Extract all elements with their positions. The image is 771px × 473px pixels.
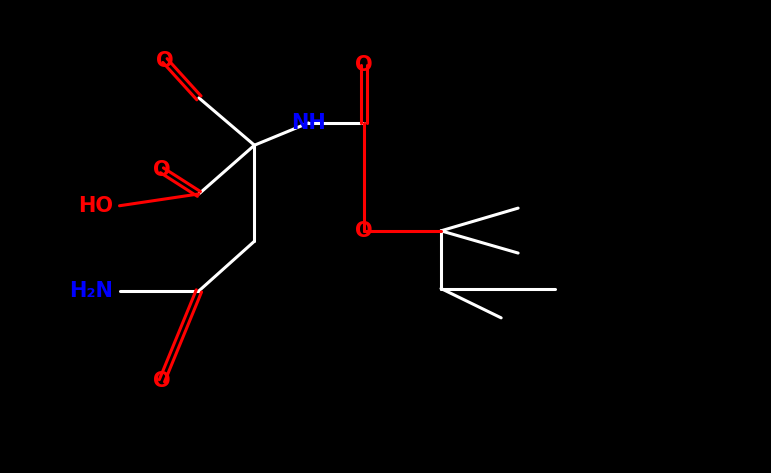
Text: O: O: [157, 51, 173, 70]
Text: NH: NH: [291, 113, 326, 133]
Text: H₂N: H₂N: [69, 281, 113, 301]
Text: O: O: [153, 160, 170, 180]
Text: O: O: [153, 371, 170, 391]
Text: O: O: [355, 221, 372, 241]
Text: HO: HO: [79, 196, 113, 216]
Text: O: O: [355, 55, 372, 75]
